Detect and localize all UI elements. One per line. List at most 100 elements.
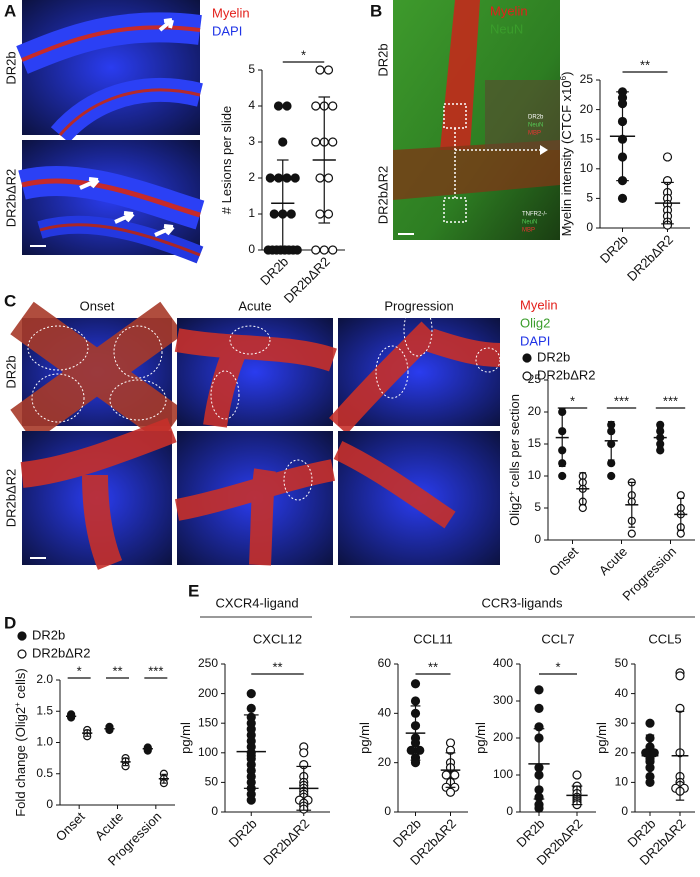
y-tick-label: 5 — [248, 62, 255, 76]
y-axis-label-part: Myelin intensity (CTCF x10 — [559, 80, 574, 236]
y-tick-label: 3 — [248, 134, 255, 148]
data-point — [311, 101, 321, 111]
legend-stain: Myelin — [490, 3, 528, 18]
data-point — [328, 137, 338, 147]
chart-title: CCL7 — [541, 631, 574, 646]
y-tick-label: 100 — [198, 745, 218, 759]
significance-label: * — [77, 663, 82, 678]
data-point — [246, 703, 256, 714]
data-point — [410, 696, 421, 706]
panel-label: A — [4, 1, 16, 20]
micrograph-c — [10, 301, 501, 570]
inset-label: NeuN — [528, 123, 543, 129]
data-point — [445, 787, 456, 797]
y-tick-label: 10 — [528, 468, 542, 482]
row-label: DR2bΔR2 — [3, 469, 18, 528]
data-point — [534, 703, 544, 714]
y-tick-label: 20 — [378, 755, 392, 769]
data-point — [246, 688, 256, 699]
chart-title: CXCL12 — [253, 631, 302, 646]
data-point — [676, 529, 685, 538]
data-point — [274, 173, 284, 183]
y-axis-label-part: # Lesions per slide — [219, 106, 234, 214]
y-axis-label: # Lesions per slide — [219, 106, 234, 214]
y-axis-label-part: pg/ml — [357, 722, 372, 754]
legend-stain: Myelin — [212, 5, 250, 20]
legend-marker — [17, 631, 27, 641]
data-point — [269, 209, 279, 219]
y-axis-label-part: pg/ml — [473, 722, 488, 754]
significance-label: * — [570, 393, 575, 408]
y-axis-label: pg/ml — [594, 722, 609, 754]
x-tick-label: DR2b — [226, 816, 260, 850]
data-point — [286, 209, 296, 219]
data-point — [558, 471, 567, 481]
inset-label: MBP — [528, 131, 541, 137]
x-tick-label: DR2bΔR2 — [624, 232, 676, 284]
x-tick-label: DR2b — [597, 232, 631, 266]
x-tick-label: DR2bΔR2 — [281, 254, 333, 306]
y-tick-label: 30 — [615, 715, 629, 729]
legend-stain: DAPI — [520, 333, 550, 348]
y-tick-label: 0 — [621, 804, 628, 818]
y-axis-label-part: + — [13, 702, 22, 707]
y-axis-label-part: pg/ml — [178, 722, 193, 754]
x-tick-label: Acute — [596, 544, 630, 578]
data-point — [450, 770, 460, 780]
y-axis-label: Olig2+ cells per section — [507, 394, 523, 526]
y-tick-label: 0.5 — [36, 766, 53, 780]
data-point — [292, 245, 302, 255]
y-tick-label: 1 — [248, 206, 255, 220]
data-point — [315, 173, 325, 183]
data-point — [645, 718, 655, 728]
column-label: Onset — [80, 298, 115, 313]
data-point — [282, 173, 292, 183]
row-label: DR2b — [375, 43, 390, 76]
data-point — [645, 777, 655, 788]
y-axis-label: Fold change (Olig2+ cells) — [13, 668, 29, 816]
y-axis-label: pg/ml — [357, 722, 372, 754]
y-tick-label: 5 — [586, 191, 593, 205]
y-tick-label: 200 — [493, 730, 513, 744]
significance-label: *** — [663, 393, 678, 408]
legend-stain: Myelin — [520, 297, 558, 312]
significance-label: ** — [640, 57, 650, 72]
x-tick-label: DR2b — [257, 254, 291, 288]
data-point — [273, 101, 284, 111]
x-tick-label: Onset — [546, 544, 581, 579]
y-tick-label: 60 — [378, 656, 392, 670]
y-axis-label: Myelin intensity (CTCF x106) — [559, 72, 575, 237]
data-point — [607, 459, 616, 468]
data-point — [441, 770, 451, 780]
y-tick-label: 15 — [580, 131, 594, 145]
y-axis-label: pg/ml — [178, 722, 193, 754]
data-point — [627, 529, 636, 538]
data-point — [676, 491, 685, 500]
legend-label: DR2b — [537, 349, 570, 364]
y-tick-label: 0 — [248, 242, 255, 256]
y-tick-label: 100 — [493, 767, 513, 781]
y-tick-label: 2 — [248, 170, 255, 184]
data-point — [534, 803, 544, 813]
chart-title: CCL5 — [648, 631, 681, 646]
panel-label: D — [4, 613, 16, 632]
data-point — [246, 795, 256, 805]
y-tick-label: 0 — [534, 532, 541, 546]
x-tick-label: Acute — [92, 809, 126, 843]
y-tick-label: 20 — [528, 404, 542, 418]
x-tick-label: DR2b — [513, 816, 547, 850]
data-point — [328, 101, 338, 111]
y-tick-label: 5 — [534, 500, 541, 514]
x-tick-label: Onset — [53, 809, 88, 844]
data-point — [282, 101, 292, 111]
legend-marker — [17, 649, 27, 659]
y-tick-label: 10 — [615, 775, 629, 789]
row-label: DR2b — [3, 355, 18, 388]
y-axis-label-part: + — [507, 491, 516, 496]
data-point — [315, 209, 325, 219]
significance-label: ** — [428, 659, 438, 674]
y-tick-label: 50 — [615, 656, 629, 670]
inset-label: TNFR2-/- — [522, 212, 547, 218]
data-point — [328, 245, 338, 255]
row-label: DR2bΔR2 — [375, 166, 390, 225]
